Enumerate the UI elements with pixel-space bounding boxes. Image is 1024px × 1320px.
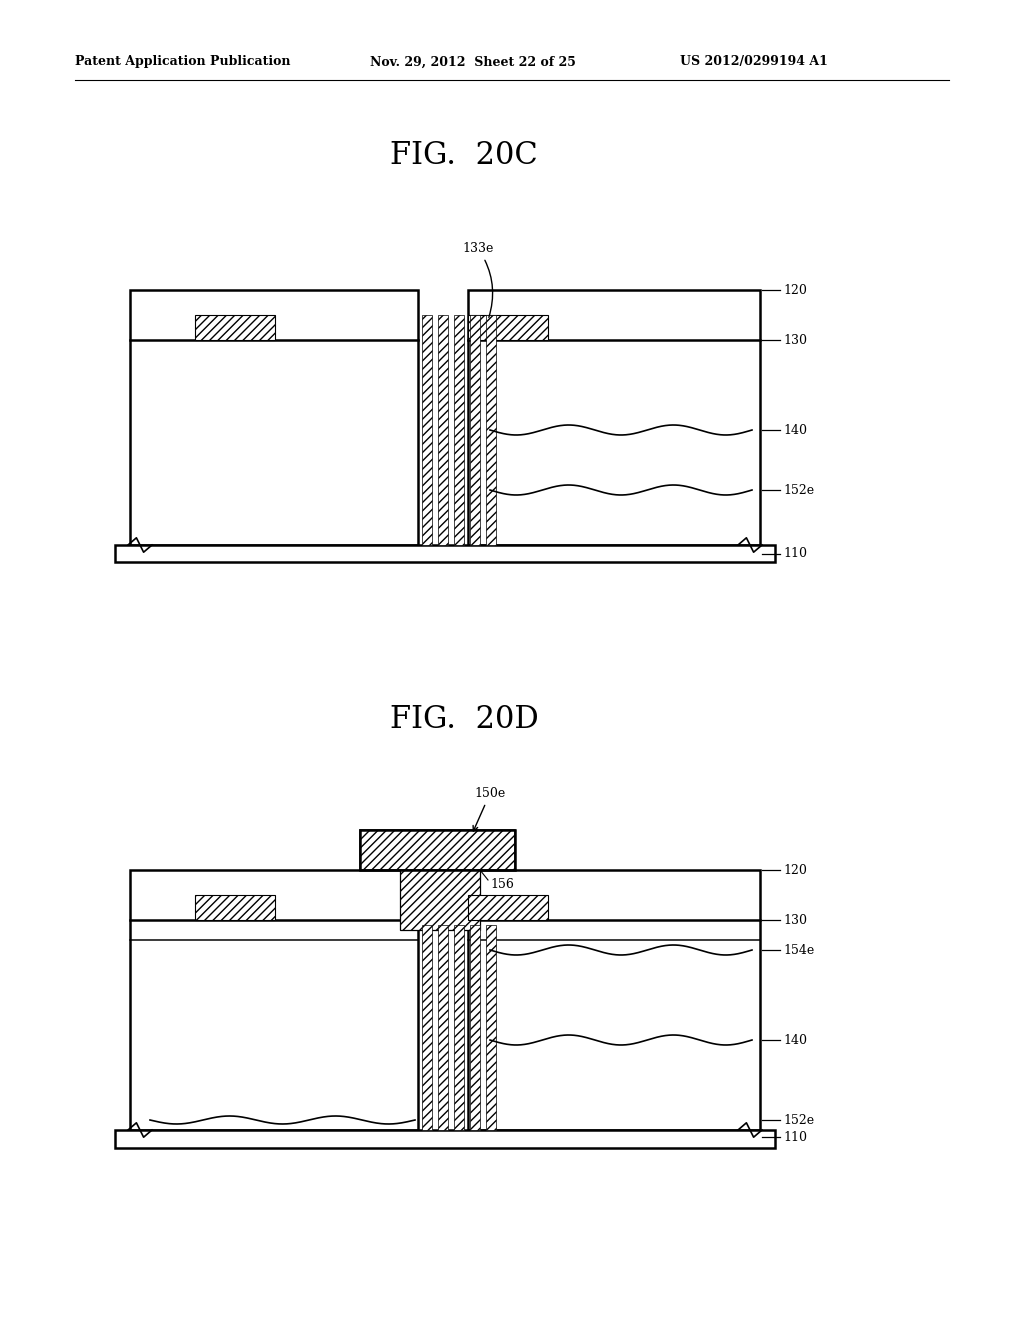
Text: 120: 120 (783, 284, 807, 297)
Text: 110: 110 (783, 546, 807, 560)
Bar (468, 290, 760, 545)
Text: 120: 120 (783, 863, 807, 876)
Text: FIG.  20C: FIG. 20C (390, 140, 538, 170)
Text: 130: 130 (783, 334, 807, 346)
Bar (486, 315, 496, 545)
Text: 152e: 152e (783, 483, 814, 496)
Text: 140: 140 (783, 1034, 807, 1047)
Bar (438, 925, 449, 1130)
Text: 152e: 152e (783, 1114, 814, 1126)
Bar (470, 925, 480, 1130)
Text: 154e: 154e (783, 944, 814, 957)
Bar (195, 895, 275, 920)
Bar (115, 1130, 775, 1148)
Bar (360, 830, 515, 870)
Bar (438, 315, 449, 545)
Text: 130: 130 (783, 913, 807, 927)
Bar (130, 870, 418, 1130)
Text: Patent Application Publication: Patent Application Publication (75, 55, 291, 69)
Bar (454, 925, 464, 1130)
Bar (454, 315, 464, 545)
Bar (115, 545, 775, 562)
Bar (422, 925, 432, 1130)
Text: 133e: 133e (462, 242, 494, 317)
Text: 156: 156 (490, 878, 514, 891)
Text: US 2012/0299194 A1: US 2012/0299194 A1 (680, 55, 827, 69)
Text: 110: 110 (783, 1131, 807, 1143)
Bar (468, 895, 548, 920)
Bar (130, 290, 418, 545)
Bar (422, 315, 432, 545)
Bar (360, 830, 515, 870)
Text: 150e: 150e (473, 787, 506, 832)
Text: FIG.  20D: FIG. 20D (390, 705, 539, 735)
Bar (486, 925, 496, 1130)
Text: Nov. 29, 2012  Sheet 22 of 25: Nov. 29, 2012 Sheet 22 of 25 (370, 55, 575, 69)
Bar (400, 870, 480, 931)
Bar (195, 315, 275, 341)
Bar (468, 870, 760, 1130)
Text: 140: 140 (783, 424, 807, 437)
Bar (468, 315, 548, 341)
Bar (470, 315, 480, 545)
